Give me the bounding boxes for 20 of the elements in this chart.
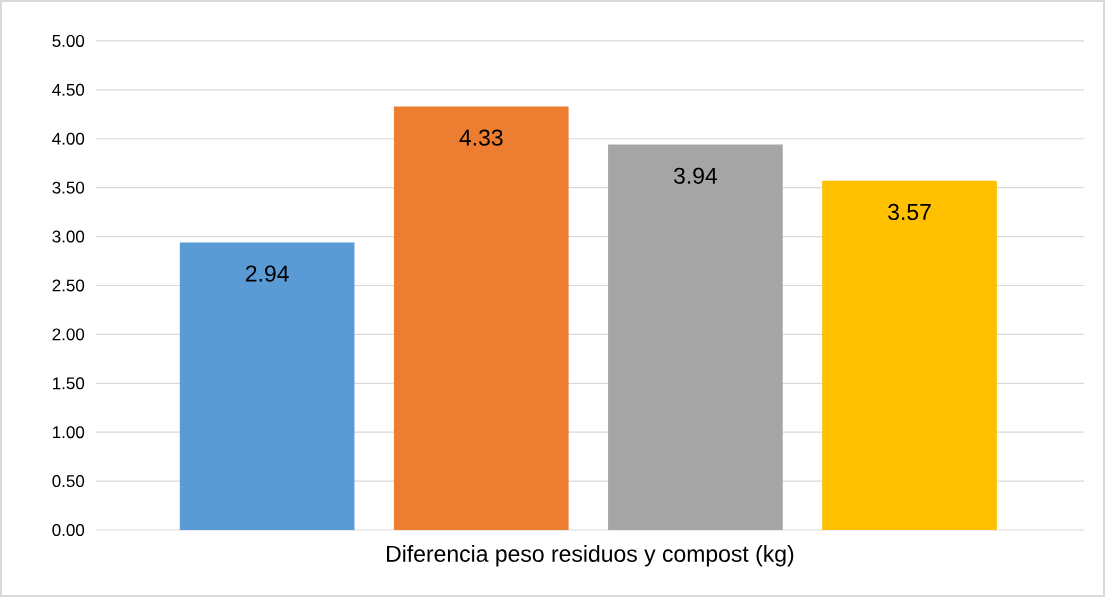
y-tick-label: 1.00 (53, 426, 85, 439)
data-label: 3.57 (888, 203, 931, 221)
y-tick-label: 4.50 (52, 83, 85, 96)
y-tick-label: 3.50 (52, 181, 85, 194)
bar (393, 106, 569, 531)
data-label: 2.94 (245, 265, 289, 282)
x-axis-title: Diferencia peso residuos y compost (kg) (387, 545, 794, 567)
y-tick-label: 5.00 (52, 34, 85, 47)
y-tick-label: 0.00 (52, 524, 85, 537)
y-tick-label: 4.00 (52, 132, 85, 145)
data-label: 4.33 (459, 129, 503, 146)
y-tick-label: 0.50 (52, 475, 85, 488)
bar (179, 242, 355, 531)
y-tick-label: 3.00 (52, 230, 85, 243)
y-tick-label: 1.50 (53, 377, 85, 390)
data-label: 3.94 (673, 167, 718, 184)
y-tick-label: 2.50 (52, 279, 85, 292)
bar (822, 180, 997, 531)
bar (608, 144, 783, 531)
y-tick-label: 2.00 (52, 328, 85, 341)
